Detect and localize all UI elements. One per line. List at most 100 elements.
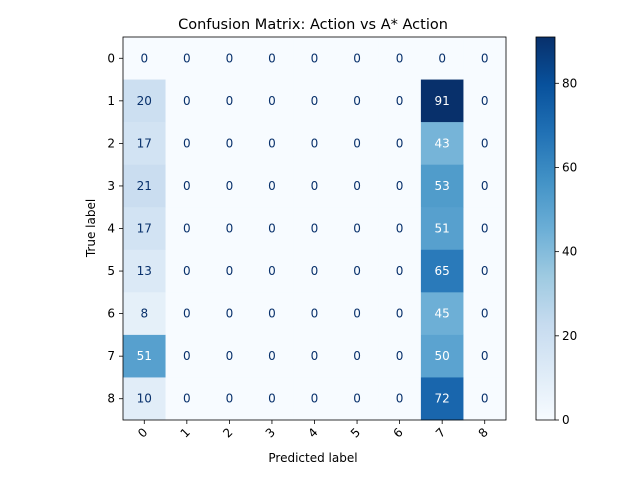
cell-value-label: 50 xyxy=(435,349,450,363)
heatmap-cell xyxy=(420,292,464,336)
cell-value-label: 0 xyxy=(481,307,489,321)
heatmap-cell xyxy=(293,164,337,208)
y-tick-label: 2 xyxy=(107,136,115,150)
heatmap-cell xyxy=(293,377,337,421)
x-tick-label: 3 xyxy=(263,425,278,440)
cell-value-label: 0 xyxy=(268,51,276,65)
heatmap-cell xyxy=(123,377,166,421)
cell-value-label: 0 xyxy=(226,222,234,236)
heatmap-cell xyxy=(123,207,166,251)
heatmap-cell xyxy=(208,122,251,165)
y-tick-label: 4 xyxy=(107,222,115,236)
cell-value-label: 0 xyxy=(183,51,191,65)
heatmap-cell xyxy=(463,292,507,336)
heatmap-cell xyxy=(208,164,251,208)
y-tick-label: 3 xyxy=(107,179,115,193)
heatmap-cell xyxy=(420,79,464,123)
heatmap-cell xyxy=(250,122,294,165)
heatmap-cell xyxy=(165,249,209,293)
heatmap-cell xyxy=(250,334,294,378)
cell-value-label: 0 xyxy=(226,51,234,65)
cell-value-label: 91 xyxy=(435,94,450,108)
heatmap-cell xyxy=(378,292,422,336)
y-axis-label: True label xyxy=(84,199,98,258)
heatmap-cell xyxy=(378,164,422,208)
y-axis: 0 1 2 3 4 5 6 7 8 xyxy=(107,51,123,406)
heatmap-cell xyxy=(463,207,507,251)
heatmap-cell xyxy=(335,37,379,80)
colorbar-tick-label: 60 xyxy=(562,160,577,174)
heatmap-cell xyxy=(463,249,507,293)
cell-value-label: 43 xyxy=(435,136,450,150)
y-tick-label: 7 xyxy=(107,349,115,363)
colorbar-tick-label: 80 xyxy=(562,76,577,90)
heatmap-cell xyxy=(378,79,422,123)
cell-value-label: 0 xyxy=(396,392,404,406)
cell-value-label: 0 xyxy=(311,136,319,150)
heatmap-cell xyxy=(293,122,337,165)
cell-value-label: 0 xyxy=(396,94,404,108)
heatmap-cell xyxy=(250,249,294,293)
cell-value-label: 72 xyxy=(435,392,450,406)
heatmap-cell xyxy=(165,292,209,336)
cell-value-label: 0 xyxy=(268,392,276,406)
cell-value-label: 0 xyxy=(438,51,446,65)
cell-value-label: 0 xyxy=(311,392,319,406)
cell-value-label: 0 xyxy=(481,392,489,406)
x-axis-label: Predicted label xyxy=(268,451,357,465)
cell-value-label: 0 xyxy=(183,94,191,108)
cell-value-label: 0 xyxy=(396,136,404,150)
heatmap-cell xyxy=(378,37,422,80)
cell-value-label: 0 xyxy=(311,264,319,278)
cell-value-label: 0 xyxy=(183,222,191,236)
cell-value-label: 0 xyxy=(396,264,404,278)
heatmap-cell xyxy=(420,377,464,421)
heatmap-cell xyxy=(378,207,422,251)
heatmap-cell xyxy=(335,79,379,123)
cell-value-label: 0 xyxy=(481,136,489,150)
cell-value-label: 21 xyxy=(137,179,152,193)
heatmap-cell xyxy=(335,334,379,378)
cell-value-label: 0 xyxy=(226,349,234,363)
heatmap-cell xyxy=(463,164,507,208)
cell-value-label: 0 xyxy=(183,392,191,406)
heatmap-cell xyxy=(123,79,166,123)
heatmap-cell xyxy=(208,249,251,293)
cell-value-label: 0 xyxy=(183,349,191,363)
cell-value-label: 0 xyxy=(311,94,319,108)
cell-value-label: 0 xyxy=(183,307,191,321)
cell-value-label: 0 xyxy=(481,51,489,65)
heatmap-cell xyxy=(250,37,294,80)
cell-value-label: 0 xyxy=(353,222,361,236)
heatmap-cell xyxy=(335,122,379,165)
colorbar-tick-label: 40 xyxy=(562,245,577,259)
cell-value-label: 0 xyxy=(183,136,191,150)
cell-value-label: 0 xyxy=(268,136,276,150)
heatmap-cell xyxy=(250,377,294,421)
cell-value-label: 0 xyxy=(311,222,319,236)
heatmap-cell xyxy=(208,292,251,336)
heatmap-cell xyxy=(335,377,379,421)
cell-value-label: 0 xyxy=(396,222,404,236)
cell-value-label: 0 xyxy=(268,222,276,236)
chart-title: Confusion Matrix: Action vs A* Action xyxy=(178,17,448,33)
colorbar-tick-label: 20 xyxy=(562,329,577,343)
heatmap-cell xyxy=(378,334,422,378)
heatmap-cell xyxy=(208,79,251,123)
heatmap-cell xyxy=(250,164,294,208)
heatmap-cell xyxy=(208,377,251,421)
cell-value-label: 0 xyxy=(396,179,404,193)
cell-value-label: 0 xyxy=(353,392,361,406)
cell-value-label: 0 xyxy=(311,179,319,193)
x-tick-label: 7 xyxy=(433,425,448,440)
heatmap-cell-labels: 0 0 0 0 0 0 0 0 0 20 0 0 0 0 0 0 91 0 17 0 0 0 0 0 0 43 0 21 0 0 0 0 0 0 5… xyxy=(137,51,489,405)
cell-value-label: 0 xyxy=(226,179,234,193)
cell-value-label: 8 xyxy=(140,307,148,321)
y-tick-label: 1 xyxy=(107,94,115,108)
heatmap-cell xyxy=(420,122,464,165)
heatmap-cell xyxy=(420,334,464,378)
heatmap-cell xyxy=(463,37,507,80)
cell-value-label: 0 xyxy=(268,179,276,193)
cell-value-label: 0 xyxy=(353,264,361,278)
